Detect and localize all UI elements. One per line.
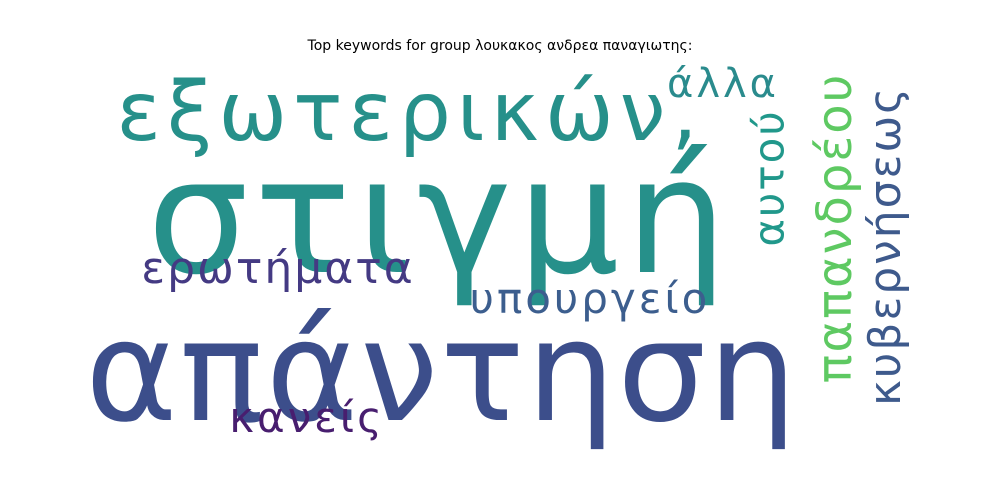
word-5: κανείς — [229, 393, 384, 442]
word-2: εξωτερικών, — [116, 65, 703, 160]
word-9: άλλα — [667, 61, 779, 107]
chart-title: Top keywords for group λουκακος ανδρεα π… — [307, 38, 693, 54]
word-0: στιγμή — [147, 123, 733, 310]
word-7: κυβερνήσεως — [860, 86, 911, 406]
word-1: απάντηση — [85, 291, 799, 454]
word-3: ερωτήματα — [141, 243, 414, 294]
word-6: παπανδρέου — [807, 73, 863, 384]
word-4: υπουργείο — [470, 274, 711, 323]
word-8: αυτού — [745, 109, 794, 246]
